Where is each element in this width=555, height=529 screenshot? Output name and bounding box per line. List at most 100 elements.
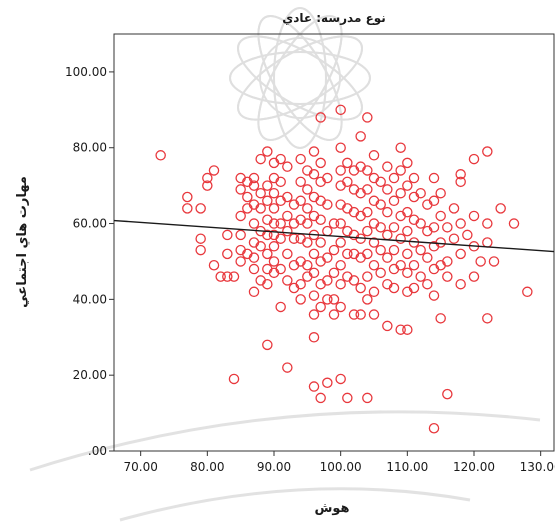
y-tick-label: 80.00 [73,141,107,155]
data-point [388,195,400,207]
data-point [362,165,373,176]
watermark-arc [29,410,541,472]
data-point [442,222,453,233]
regression-line [113,219,555,253]
data-point [335,278,346,290]
data-point [268,203,280,214]
data-point [455,278,466,290]
data-point [362,225,373,237]
data-point [235,256,246,267]
data-point [388,222,400,233]
data-point [435,210,446,222]
data-point [475,256,486,267]
data-point [368,237,380,248]
data-point [308,332,320,343]
x-tick-label: 130.00 [520,460,555,474]
data-point [195,244,206,256]
data-point [248,286,260,298]
data-point [282,225,293,237]
data-point [275,263,286,275]
data-point [388,244,400,256]
data-point [382,206,393,218]
watermark-ring [259,37,341,119]
y-tick-label: 40.00 [73,292,107,306]
data-point [435,237,446,248]
data-point [362,294,373,305]
data-point [182,191,193,203]
watermark-petal [229,51,371,105]
data-point [308,290,320,301]
data-point [402,248,413,260]
data-point [362,206,373,218]
data-point [468,271,480,282]
data-point [275,233,286,244]
watermark-petal [257,14,343,141]
data-point [415,271,426,282]
data-point [295,176,306,188]
data-point [328,267,340,279]
data-point [522,286,533,298]
watermark-petal [273,7,327,149]
data-point [375,267,386,279]
data-point [222,248,233,260]
data-point [342,392,353,404]
watermark-petal [237,35,363,121]
watermark-petal [257,15,343,142]
x-tick-label: 100.00 [320,460,362,474]
data-point [422,252,433,263]
watermark-petal [237,35,363,121]
data-point [482,313,493,324]
data-point [375,176,386,188]
data-point [235,210,246,222]
data-point [262,229,273,241]
y-tick-label: .00 [88,444,107,458]
data-point [222,229,233,241]
data-point [255,203,266,214]
data-point [435,313,446,324]
data-point [455,169,466,180]
y-tick-label: 20.00 [73,368,107,382]
data-point [355,309,366,320]
data-point [442,271,453,282]
data-point [268,256,280,267]
data-point [315,112,326,123]
data-points [155,104,533,434]
data-point [415,187,426,199]
data-point [355,282,366,294]
data-point [402,157,413,169]
data-point [275,301,286,313]
data-point [395,233,406,244]
data-point [262,146,273,157]
y-tick-label: 100.00 [65,65,107,79]
data-point [282,191,293,203]
data-point [328,218,340,229]
data-point [302,184,313,195]
data-point [482,218,493,229]
data-point [215,271,226,282]
data-point [268,218,280,229]
data-point [302,237,313,248]
data-point [382,229,393,241]
data-point [322,225,333,237]
data-point [268,187,280,199]
y-axis: .00 20.00 40.00 60.00 80.00 100.00 [65,65,114,458]
data-point [308,267,320,279]
data-point [448,203,460,214]
watermark-petal [257,14,343,141]
data-point [282,161,293,172]
data-point [388,172,400,184]
data-point [388,282,400,294]
data-point [282,210,293,222]
data-point [248,218,260,229]
x-tick-label: 90.00 [257,460,291,474]
data-point [348,275,360,286]
data-point [342,248,353,260]
data-point [308,381,320,392]
data-point [308,146,320,157]
data-point [288,233,300,244]
data-point [315,301,326,313]
data-point [262,278,273,290]
data-point [322,199,333,210]
data-point [322,172,333,184]
data-point [262,339,273,351]
